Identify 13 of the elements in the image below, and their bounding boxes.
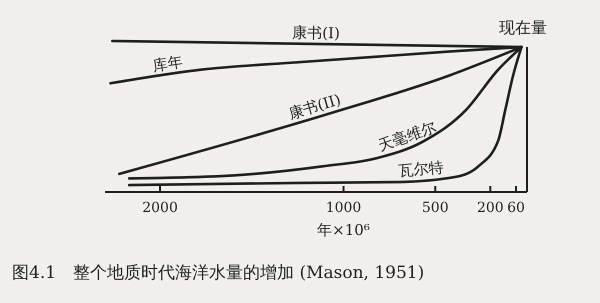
- text: 康书(II): [286, 90, 343, 123]
- x-tick-label: 1000: [326, 200, 362, 216]
- text: 库年: [151, 52, 184, 75]
- text: 瓦尔特: [398, 158, 444, 180]
- text: 图4.1 整个地质时代海洋水量的增加 (Mason, 1951): [12, 263, 424, 283]
- x-axis-title: 年×10⁶: [317, 221, 370, 239]
- x-tick-label: 500: [422, 200, 449, 216]
- series-label: 康书(I): [292, 24, 340, 42]
- x-tick-label: 2000: [142, 200, 178, 216]
- x-tick-label: 60: [507, 200, 525, 216]
- text: 天毫维尔: [376, 118, 438, 155]
- text: 现在量: [499, 18, 547, 37]
- x-tick-label: 200: [476, 200, 504, 216]
